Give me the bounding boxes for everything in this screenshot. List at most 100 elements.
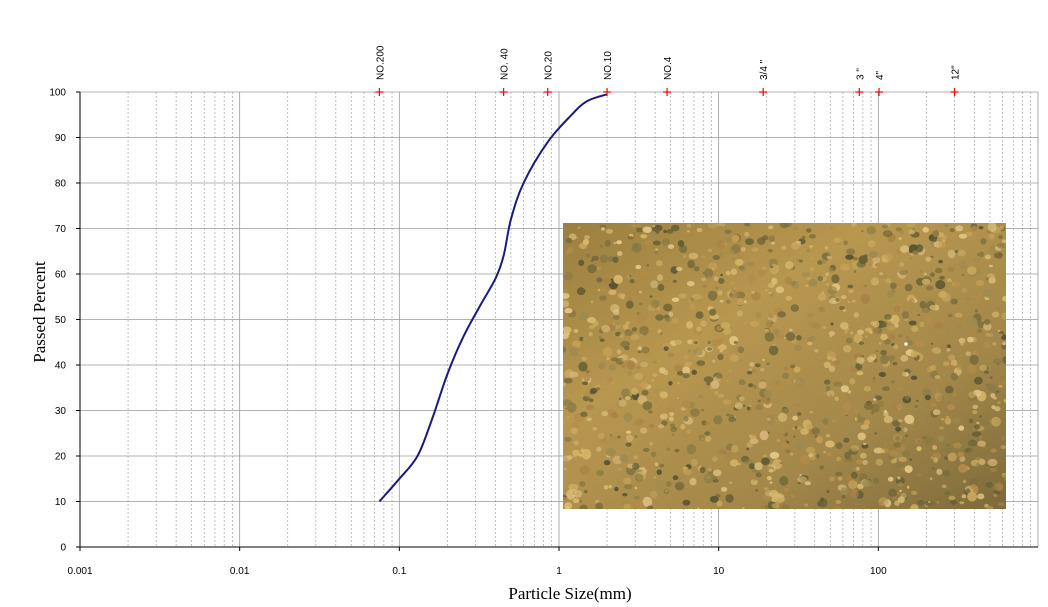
- sand-grain: [608, 484, 612, 489]
- sand-grain: [735, 405, 738, 409]
- sand-grain: [760, 367, 765, 372]
- sand-grain: [956, 363, 963, 371]
- sand-grain: [958, 425, 965, 431]
- sand-grain: [582, 238, 590, 246]
- sand-grain: [630, 502, 634, 507]
- sand-grain: [964, 231, 973, 237]
- sand-grain: [602, 346, 613, 357]
- sand-grain: [655, 248, 658, 251]
- sand-grain: [718, 449, 727, 455]
- sand-grain: [611, 412, 619, 419]
- sand-grain: [801, 271, 811, 278]
- sand-grain: [942, 373, 946, 377]
- sand-grain: [942, 470, 951, 477]
- sand-grain: [712, 359, 716, 363]
- sand-grain: [623, 477, 632, 485]
- sand-grain: [622, 493, 628, 497]
- sand-grain: [957, 451, 965, 458]
- sand-grain: [952, 442, 962, 449]
- sand-grain: [609, 434, 613, 437]
- sand-grain: [563, 333, 569, 340]
- sand-grain: [728, 481, 733, 485]
- sand-grain: [755, 489, 758, 492]
- sand-grain: [638, 290, 642, 294]
- sand-grain: [641, 346, 650, 354]
- sand-grain: [637, 350, 642, 354]
- sand-grain: [596, 446, 602, 452]
- sand-grain: [578, 361, 588, 372]
- sand-grain: [637, 346, 642, 352]
- sand-grain: [944, 490, 951, 495]
- sand-grain: [815, 436, 824, 444]
- sand-grain: [716, 239, 726, 249]
- sand-grain: [902, 451, 911, 457]
- sand-grain: [862, 460, 868, 465]
- sand-grain: [833, 237, 842, 244]
- sand-grain: [571, 340, 581, 349]
- sand-grain: [836, 456, 841, 462]
- sand-grain: [865, 327, 872, 332]
- sand-grain: [724, 229, 732, 234]
- sand-grain: [596, 266, 602, 270]
- sand-grain: [725, 494, 734, 503]
- sand-grain: [669, 411, 675, 417]
- sand-grain: [671, 297, 680, 303]
- sand-grain: [899, 245, 910, 253]
- sand-grain: [642, 496, 653, 507]
- sand-grain: [751, 247, 759, 253]
- sand-grain: [934, 375, 941, 379]
- sand-grain: [569, 346, 579, 357]
- sand-grain: [793, 226, 798, 231]
- sand-grain: [867, 356, 874, 363]
- sand-grain: [717, 290, 723, 296]
- sand-grain: [664, 317, 670, 322]
- sand-grain: [979, 415, 982, 418]
- sand-grain: [643, 447, 650, 452]
- sand-grain: [755, 312, 762, 319]
- sand-grain: [868, 263, 873, 267]
- sand-grain: [683, 255, 687, 258]
- sand-grain: [602, 278, 612, 285]
- sand-grain: [767, 249, 773, 253]
- sand-grain: [930, 456, 934, 460]
- sand-grain: [995, 390, 1000, 394]
- sand-grain: [768, 345, 779, 356]
- sand-grain: [972, 404, 979, 409]
- sand-grain: [898, 269, 908, 276]
- sand-grain: [623, 503, 631, 509]
- sand-grain: [962, 339, 965, 342]
- sand-grain: [794, 441, 804, 450]
- sand-grain: [583, 373, 591, 382]
- sand-grain: [944, 328, 951, 335]
- sand-grain: [585, 370, 590, 374]
- sand-grain: [880, 354, 889, 365]
- sand-grain: [564, 436, 572, 442]
- sand-grain: [748, 404, 752, 407]
- sand-grain: [773, 496, 783, 504]
- sand-grain: [967, 439, 978, 447]
- sand-grain: [874, 432, 878, 435]
- sand-grain: [904, 414, 915, 424]
- sand-grain: [986, 505, 994, 509]
- sand-grain: [677, 240, 685, 247]
- sand-grain: [740, 246, 746, 252]
- sand-grain: [879, 449, 885, 454]
- sand-grain: [691, 458, 698, 467]
- sand-grain: [598, 336, 602, 339]
- sand-grain: [566, 416, 570, 419]
- sand-grain: [728, 292, 734, 298]
- sand-grain: [635, 227, 644, 233]
- sand-grain: [887, 355, 896, 362]
- x-axis-title: Particle Size(mm): [508, 584, 631, 603]
- sand-grain: [936, 468, 943, 475]
- sand-grain: [683, 468, 692, 476]
- sand-grain: [656, 469, 662, 476]
- sand-grain: [990, 448, 997, 453]
- sieve-label: NO.4: [663, 56, 674, 80]
- sand-grain: [938, 259, 943, 264]
- sand-grain: [946, 278, 952, 283]
- sand-grain: [945, 385, 954, 394]
- sand-grain: [596, 470, 604, 476]
- sand-grain: [737, 346, 745, 354]
- sand-grain: [763, 328, 770, 333]
